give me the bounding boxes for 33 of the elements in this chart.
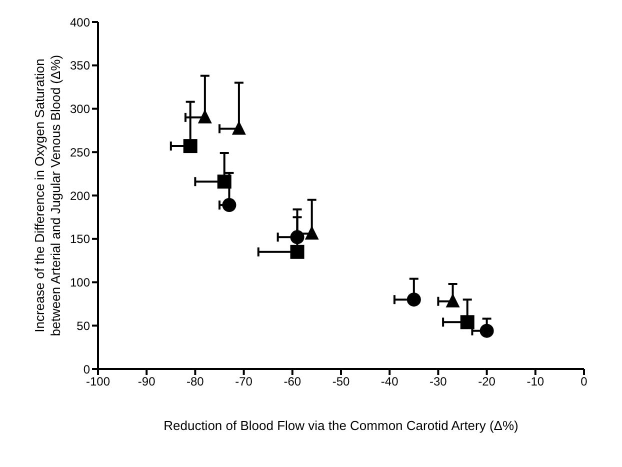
y-tick-label: 250 (70, 145, 90, 160)
point (460, 315, 474, 330)
y-tick-label: 50 (76, 318, 90, 333)
y-tick-label: 100 (70, 276, 90, 290)
x-tick-label: -10 (526, 374, 544, 389)
point (217, 174, 232, 189)
x-axis-title: Reduction of Blood Flow via the Common Carotid Artery (Δ%) (164, 418, 518, 434)
point (406, 292, 421, 307)
point (480, 324, 494, 338)
point (183, 139, 198, 154)
y-tick-label: 400 (70, 15, 90, 30)
point (446, 293, 460, 308)
x-tick-label: -70 (235, 374, 253, 389)
y-tick-label: 150 (70, 232, 90, 246)
y-axis-title: Increase of the Difference in Oxygen Saturation between Arterial and Jugular Venous Blood (Δ%) (32, 54, 63, 336)
x-tick-label: -40 (380, 374, 399, 389)
x-tick-label: -30 (430, 374, 448, 389)
x-tick-label: -60 (284, 374, 302, 389)
y-tick-label: 0 (83, 362, 90, 376)
y-tick-label: 200 (70, 188, 90, 203)
y-tick-label: 350 (70, 58, 90, 73)
x-tick-label: -80 (186, 374, 204, 389)
point (290, 244, 304, 259)
x-tick-label: 0 (580, 374, 588, 389)
x-tick-label: -20 (478, 374, 496, 389)
point (232, 120, 246, 135)
point (198, 109, 212, 124)
x-tick-label: -100 (86, 374, 110, 389)
x-tick-label: -90 (138, 374, 156, 389)
point (304, 226, 319, 240)
y-tick-label: 300 (70, 102, 90, 116)
x-tick-label: -50 (332, 374, 350, 389)
point (222, 198, 236, 212)
